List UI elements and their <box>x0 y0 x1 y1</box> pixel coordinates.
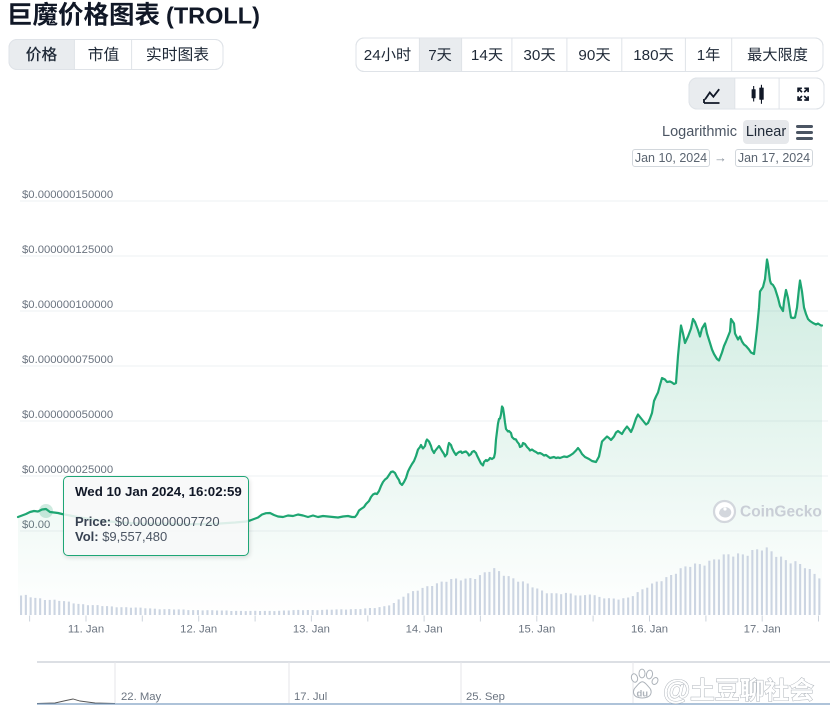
svg-text:90: 90 <box>578 47 595 64</box>
svg-text:24: 24 <box>364 47 381 64</box>
svg-text:22. May: 22. May <box>121 691 162 703</box>
svg-text:16. Jan: 16. Jan <box>631 624 668 636</box>
svg-text:180: 180 <box>633 47 658 64</box>
svg-text:25. Sep: 25. Sep <box>466 691 505 703</box>
svg-text:$0.000000125000: $0.000000125000 <box>22 244 113 256</box>
svg-text:12. Jan: 12. Jan <box>180 624 217 636</box>
svg-text:$0.000000075000: $0.000000075000 <box>22 354 113 366</box>
svg-text:30: 30 <box>523 47 540 64</box>
svg-text:$0.000000100000: $0.000000100000 <box>22 299 113 311</box>
svg-text:14. Jan: 14. Jan <box>406 624 443 636</box>
svg-text:13. Jan: 13. Jan <box>293 624 330 636</box>
svg-text:17. Jul: 17. Jul <box>294 691 327 703</box>
svg-text:$0.000000025000: $0.000000025000 <box>22 464 113 476</box>
svg-text:(TROLL): (TROLL) <box>166 3 260 29</box>
svg-text:1: 1 <box>697 47 705 64</box>
svg-text:11. Jan: 11. Jan <box>68 624 104 636</box>
svg-text:$0.000000050000: $0.000000050000 <box>22 409 113 421</box>
svg-text:15. Jan: 15. Jan <box>518 624 555 636</box>
svg-text:7: 7 <box>428 47 436 64</box>
svg-text:17. Jan: 17. Jan <box>744 624 781 636</box>
svg-text:$0.000000150000: $0.000000150000 <box>22 189 113 201</box>
svg-text:CoinGecko: CoinGecko <box>740 504 822 521</box>
svg-text:14: 14 <box>471 47 488 64</box>
